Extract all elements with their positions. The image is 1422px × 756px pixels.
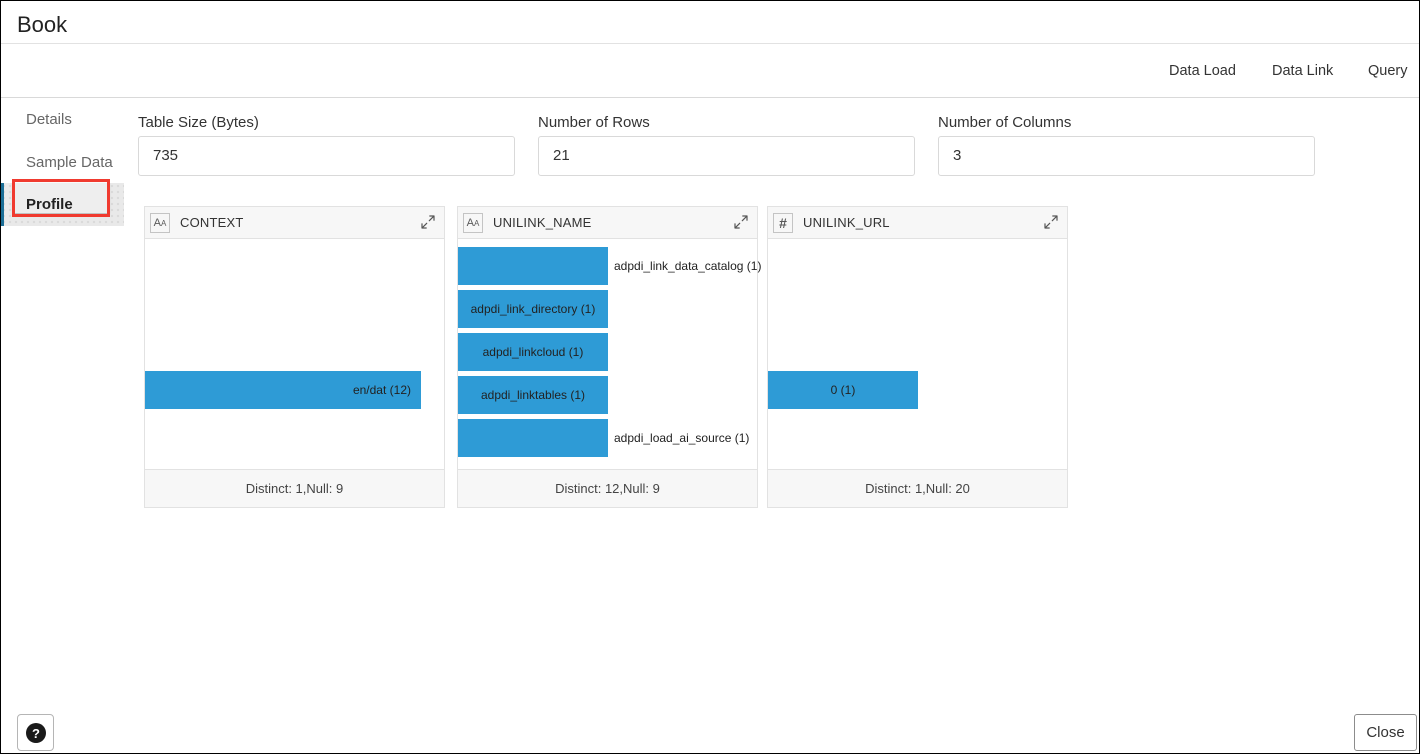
svg-text:?: ? xyxy=(32,726,40,741)
